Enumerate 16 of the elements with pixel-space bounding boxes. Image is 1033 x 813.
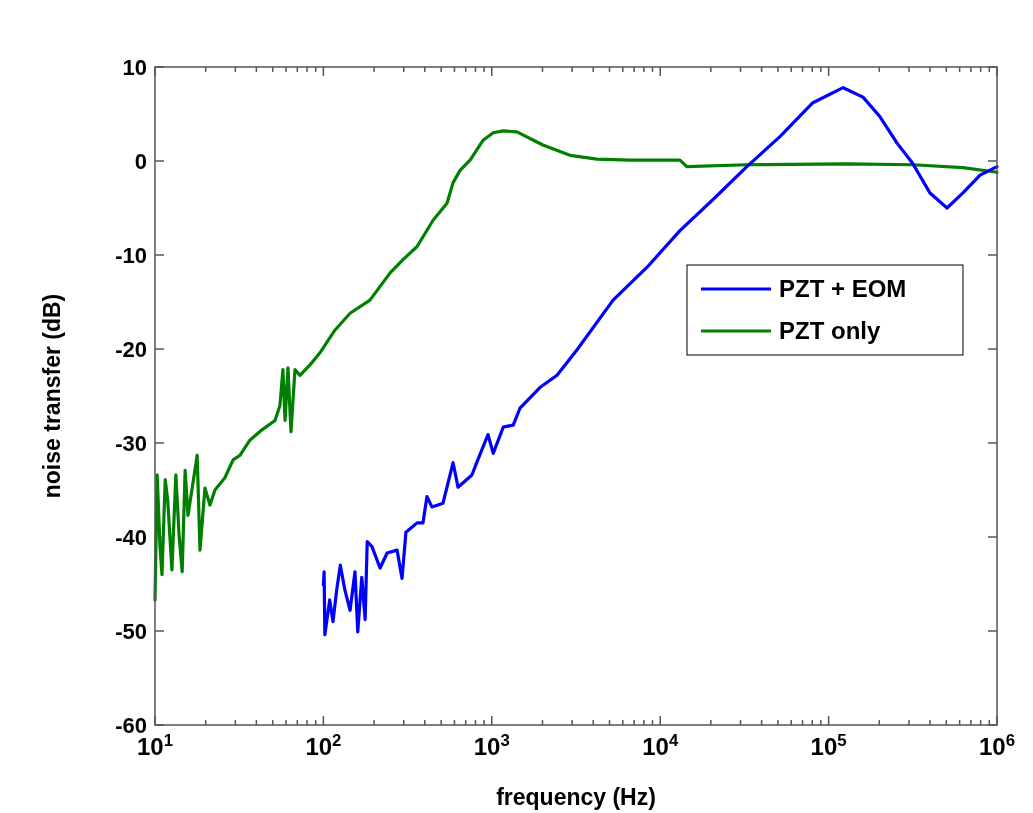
y-tick-label: 10 bbox=[122, 54, 147, 80]
x-tick-label: 10$^{5}$ bbox=[810, 730, 847, 760]
y-tick-label: -10 bbox=[115, 242, 147, 268]
y-axis-title: noise transfer (dB) bbox=[39, 293, 65, 499]
y-tick-label: -20 bbox=[115, 336, 147, 362]
x-tick-label: 10$^{2}$ bbox=[305, 730, 342, 760]
legend-label: PZT only bbox=[779, 317, 881, 345]
y-tick-label: -40 bbox=[115, 524, 147, 550]
y-tick-label: -30 bbox=[115, 430, 147, 456]
y-tick-label: -50 bbox=[115, 618, 147, 644]
legend-label: PZT + EOM bbox=[779, 275, 907, 303]
x-tick-label: 10$^{6}$ bbox=[978, 730, 1016, 760]
x-tick-label: 10$^{4}$ bbox=[642, 730, 679, 760]
y-tick-label: 0 bbox=[134, 148, 147, 174]
x-axis-title: frequency (Hz) bbox=[496, 784, 656, 810]
x-tick-label: 10$^{3}$ bbox=[473, 730, 510, 760]
